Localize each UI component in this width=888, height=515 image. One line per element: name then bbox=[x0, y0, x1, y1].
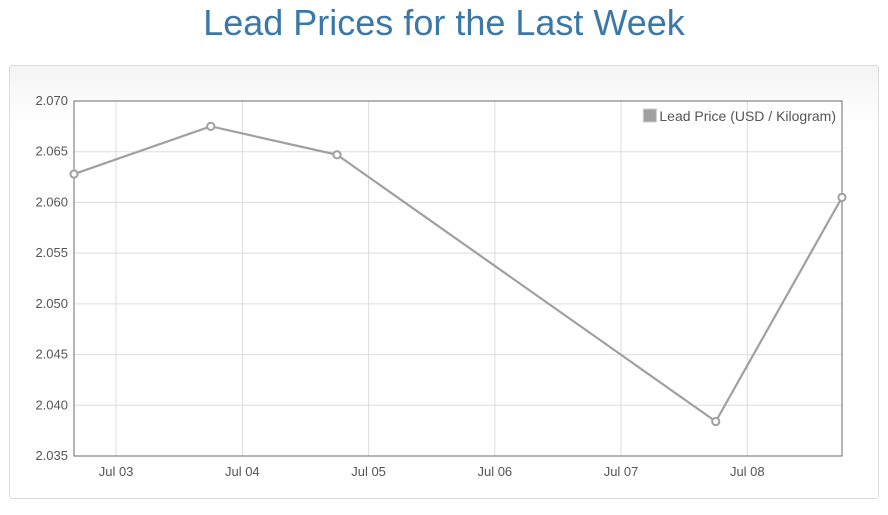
x-tick-label: Jul 05 bbox=[351, 464, 386, 479]
y-tick-label: 2.045 bbox=[35, 347, 68, 362]
data-point bbox=[206, 121, 216, 131]
data-point bbox=[711, 416, 721, 427]
y-tick-label: 2.060 bbox=[35, 194, 68, 209]
y-tick-label: 2.035 bbox=[35, 448, 68, 463]
line-chart: 2.035 2.040 2.045 2.050 2.055 2.060 2.065 2.070… bbox=[35, 93, 847, 479]
chart-panel: 2.035 2.040 2.045 2.050 2.055 2.060 2.065 2.070… bbox=[9, 65, 879, 499]
x-tick-label: Jul 06 bbox=[477, 464, 512, 479]
data-point bbox=[837, 192, 847, 202]
y-tick-label: 2.040 bbox=[35, 397, 68, 412]
y-tick-label: 2.065 bbox=[35, 144, 68, 159]
y-tick-label: 2.055 bbox=[35, 245, 68, 260]
data-point bbox=[69, 169, 79, 179]
page-title: Lead Prices for the Last Week bbox=[203, 2, 685, 43]
x-tick-label: Jul 08 bbox=[730, 464, 765, 479]
plot-area bbox=[74, 101, 842, 456]
legend-swatch bbox=[642, 108, 657, 123]
data-point bbox=[332, 150, 342, 160]
x-tick-label: Jul 07 bbox=[604, 464, 639, 479]
y-tick-label: 2.050 bbox=[35, 296, 68, 311]
y-tick-label: 2.070 bbox=[35, 93, 68, 108]
x-tick-label: Jul 04 bbox=[225, 464, 260, 479]
legend-label: Lead Price (USD / Kilogram) bbox=[659, 108, 836, 124]
plot-frame bbox=[73, 100, 843, 457]
x-tick-label: Jul 03 bbox=[99, 464, 134, 479]
